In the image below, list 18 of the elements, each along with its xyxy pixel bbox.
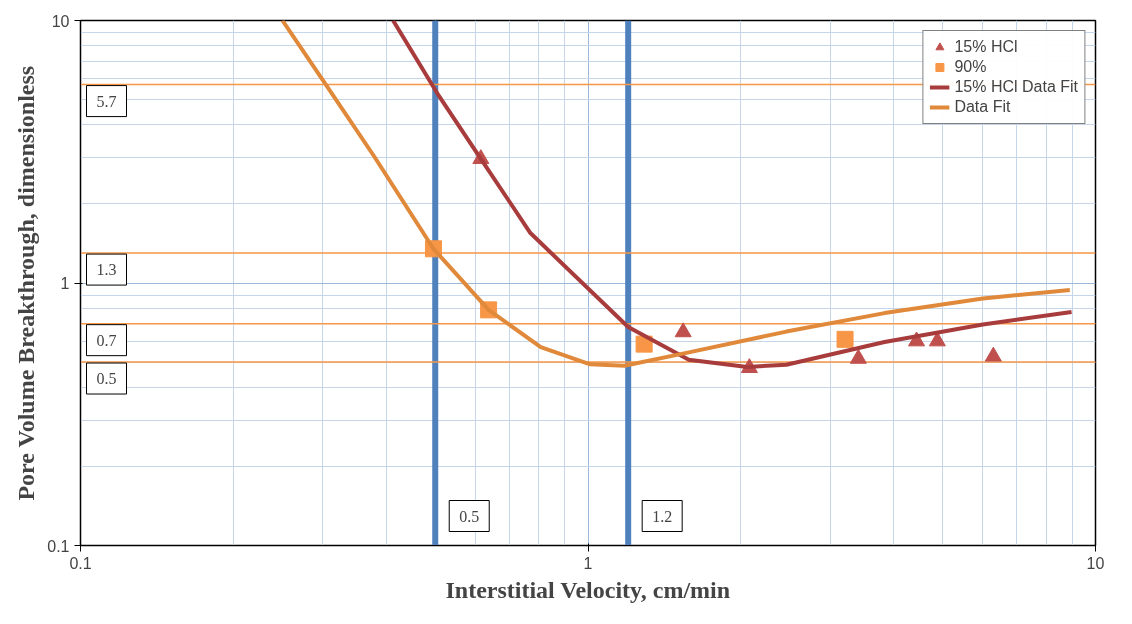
y-tick-label: 0.1 [47,537,70,555]
y-axis-title: Pore Volume Breakthrough, dimensionless [13,65,40,501]
ref-line-label: 1.2 [652,507,673,525]
x-tick-label: 0.1 [69,554,92,572]
legend-label: Data Fit [954,98,1011,116]
x-tick-label: 10 [1086,554,1105,572]
legend-label: 15% HCl Data Fit [954,78,1078,96]
ref-line-label: 0.5 [459,507,480,525]
legend-label: 15% HCl [954,38,1018,56]
legend-label: 90% [954,58,987,76]
y-tick-label: 10 [51,12,70,30]
ref-line-label: 0.5 [96,370,117,388]
ref-line-label: 1.3 [96,261,117,279]
ref-line-label: 0.7 [96,331,117,349]
ref-line-label: 5.7 [96,92,117,110]
y-tick-label: 1 [60,275,70,292]
x-axis-title: Interstitial Velocity, cm/min [445,576,731,603]
x-tick-label: 1 [583,554,593,572]
